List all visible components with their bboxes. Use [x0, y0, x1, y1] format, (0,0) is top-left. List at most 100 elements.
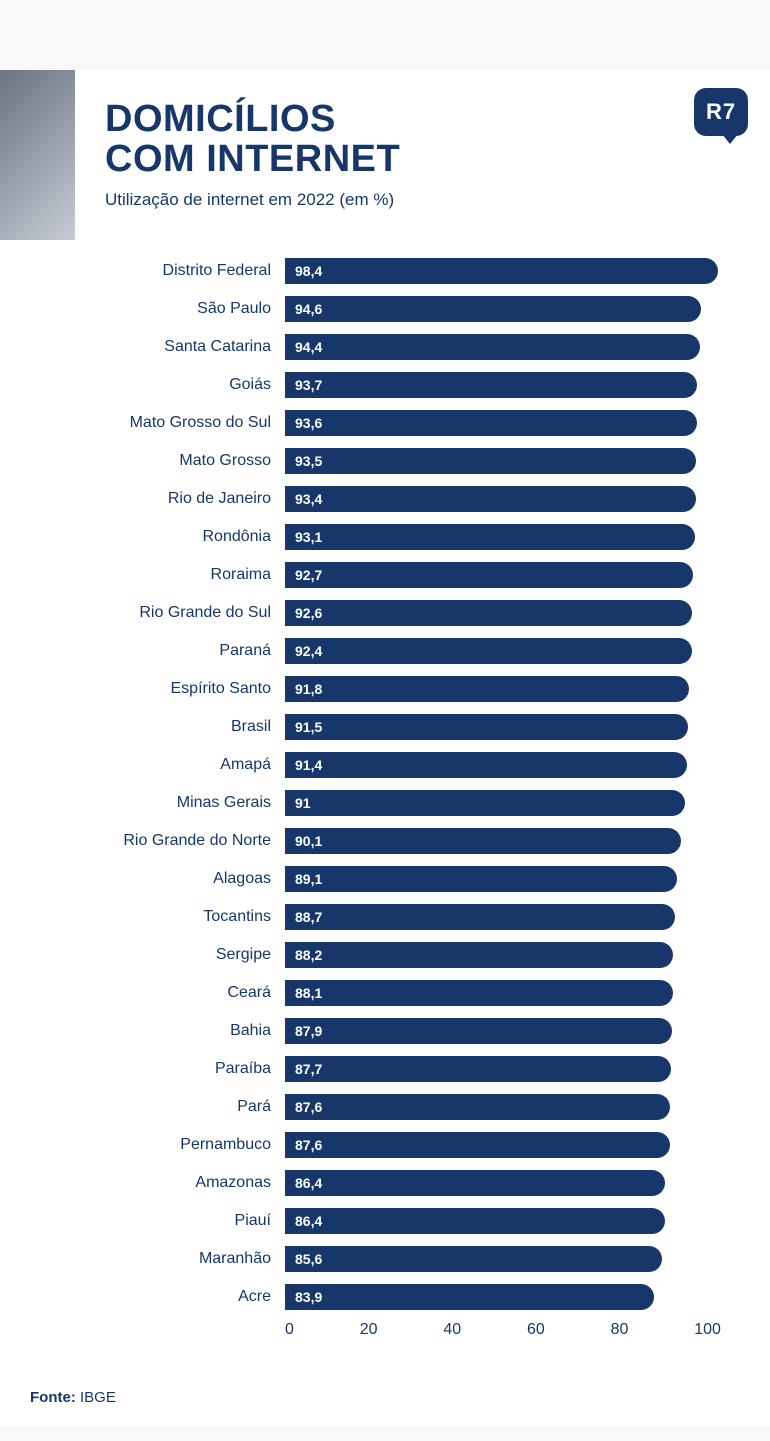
axis-tick: 20	[360, 1321, 378, 1339]
bar-track: 87,9	[285, 1018, 725, 1044]
bar-label: Mato Grosso do Sul	[105, 414, 285, 432]
bar-label: Tocantins	[105, 908, 285, 926]
bar-value: 89,1	[295, 871, 322, 887]
bar: 92,6	[285, 600, 692, 626]
bar-track: 93,7	[285, 372, 725, 398]
logo-text: R7	[706, 99, 736, 125]
bar-value: 88,2	[295, 947, 322, 963]
bar-value: 93,1	[295, 529, 322, 545]
chart-row: Brasil91,5	[105, 711, 725, 743]
bar-track: 91,5	[285, 714, 725, 740]
bar: 85,6	[285, 1246, 662, 1272]
bar-label: Amapá	[105, 756, 285, 774]
page-root: R7 DOMICÍLIOS COM INTERNET Utilização de…	[0, 70, 770, 1426]
bar: 93,1	[285, 524, 695, 550]
bar: 93,4	[285, 486, 696, 512]
chart-subtitle: Utilização de internet em 2022 (em %)	[105, 190, 725, 210]
axis-tick: 100	[694, 1321, 721, 1339]
title-line-1: DOMICÍLIOS	[105, 98, 336, 140]
bar-track: 94,6	[285, 296, 725, 322]
bar-label: Maranhão	[105, 1250, 285, 1268]
chart-row: Rio Grande do Sul92,6	[105, 597, 725, 629]
chart-row: Paraíba87,7	[105, 1053, 725, 1085]
bar: 87,6	[285, 1094, 670, 1120]
bar-value: 92,6	[295, 605, 322, 621]
bar-label: Pernambuco	[105, 1136, 285, 1154]
bar-label: São Paulo	[105, 300, 285, 318]
bar-value: 91	[295, 795, 311, 811]
chart-row: Maranhão85,6	[105, 1243, 725, 1275]
chart-card: DOMICÍLIOS COM INTERNET Utilização de in…	[75, 70, 745, 1369]
title-line-2: COM INTERNET	[105, 138, 400, 180]
chart-row: Rio de Janeiro 93,4	[105, 483, 725, 515]
bar-track: 87,6	[285, 1094, 725, 1120]
bar-track: 88,2	[285, 942, 725, 968]
bar-track: 83,9	[285, 1284, 725, 1310]
bar: 88,7	[285, 904, 675, 930]
bar: 88,2	[285, 942, 673, 968]
bar-label: Alagoas	[105, 870, 285, 888]
bar-value: 93,7	[295, 377, 322, 393]
bar: 88,1	[285, 980, 673, 1006]
bar-value: 87,6	[295, 1099, 322, 1115]
bar-label: Paraná	[105, 642, 285, 660]
axis-tick: 60	[527, 1321, 545, 1339]
bar-track: 93,1	[285, 524, 725, 550]
bar-value: 98,4	[295, 263, 322, 279]
bar-track: 88,1	[285, 980, 725, 1006]
bar-label: Amazonas	[105, 1174, 285, 1192]
bar-chart: Distrito Federal 98,4 São Paulo 94,6 Santa C…	[105, 255, 725, 1313]
bar-label: Rio Grande do Norte	[105, 832, 285, 850]
bar: 83,9	[285, 1284, 654, 1310]
bar-label: Mato Grosso	[105, 452, 285, 470]
bar-track: 93,4	[285, 486, 725, 512]
bar-track: 93,6	[285, 410, 725, 436]
bar: 86,4	[285, 1170, 665, 1196]
bar-track: 90,1	[285, 828, 725, 854]
source-label: Fonte:	[30, 1389, 76, 1406]
bar-label: Distrito Federal	[105, 262, 285, 280]
bar-value: 92,7	[295, 567, 322, 583]
bar-value: 92,4	[295, 643, 322, 659]
bar: 92,7	[285, 562, 693, 588]
bar-value: 94,6	[295, 301, 322, 317]
chart-row: Mato Grosso 93,5	[105, 445, 725, 477]
bar-label: Piauí	[105, 1212, 285, 1230]
chart-row: Santa Catarina94,4	[105, 331, 725, 363]
bar-label: Rio de Janeiro	[105, 490, 285, 508]
axis-tick: 40	[443, 1321, 461, 1339]
chart-row: Rio Grande do Norte90,1	[105, 825, 725, 857]
bar-label: Ceará	[105, 984, 285, 1002]
chart-row: Amapá91,4	[105, 749, 725, 781]
bar-label: Brasil	[105, 718, 285, 736]
chart-row: Paraná 92,4	[105, 635, 725, 667]
bar-value: 93,6	[295, 415, 322, 431]
chart-row: Sergipe 88,2	[105, 939, 725, 971]
bar-value: 87,9	[295, 1023, 322, 1039]
chart-row: São Paulo 94,6	[105, 293, 725, 325]
bar-label: Sergipe	[105, 946, 285, 964]
bar-value: 93,4	[295, 491, 322, 507]
logo: R7	[694, 88, 748, 136]
bar-track: 91,4	[285, 752, 725, 778]
bar-value: 87,7	[295, 1061, 322, 1077]
bar-label: Acre	[105, 1288, 285, 1306]
bar: 93,5	[285, 448, 696, 474]
bar-track: 94,4	[285, 334, 725, 360]
bar: 89,1	[285, 866, 677, 892]
bar-value: 93,5	[295, 453, 322, 469]
axis-tick: 80	[611, 1321, 629, 1339]
chart-row: Bahia87,9	[105, 1015, 725, 1047]
chart-row: Roraima92,7	[105, 559, 725, 591]
bar-value: 86,4	[295, 1213, 322, 1229]
bar-track: 85,6	[285, 1246, 725, 1272]
chart-row: Pernambuco87,6	[105, 1129, 725, 1161]
bar-value: 88,7	[295, 909, 322, 925]
chart-row: Acre83,9	[105, 1281, 725, 1313]
chart-row: Ceará88,1	[105, 977, 725, 1009]
axis-tick: 0	[285, 1321, 294, 1339]
bar: 91,8	[285, 676, 689, 702]
source-line: Fonte: IBGE	[30, 1389, 770, 1426]
bar: 93,7	[285, 372, 697, 398]
bar: 86,4	[285, 1208, 665, 1234]
